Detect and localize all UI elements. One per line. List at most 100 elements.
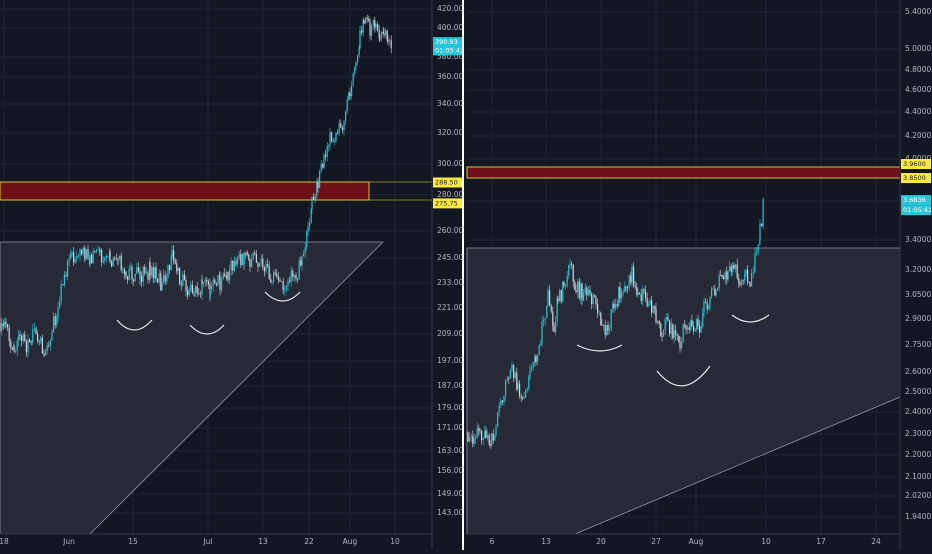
left-candle-body <box>268 265 270 279</box>
left-candle-body <box>248 254 250 260</box>
right-candle-body <box>489 444 491 446</box>
left-candle-body <box>70 254 72 259</box>
left-price-label: 288.50 <box>435 178 458 186</box>
right-candle-body <box>537 354 539 363</box>
right-resistance-zone <box>466 166 901 179</box>
right-candle-body <box>547 290 549 306</box>
left-y-tick-label: 171.00 <box>437 423 463 432</box>
right-price-label: 01:05:41 <box>903 206 932 214</box>
right-candle-body <box>505 380 507 396</box>
left-candle-body <box>387 40 389 42</box>
left-candle-body <box>109 251 111 262</box>
left-price-label-box <box>433 198 463 209</box>
left-candle-body <box>22 334 24 342</box>
right-candle-body <box>631 266 633 283</box>
left-candle-body <box>38 340 40 342</box>
right-y-tick-label: 2.5000 <box>905 387 931 396</box>
right-candle-body <box>756 251 758 254</box>
left-candle-body <box>152 267 154 279</box>
right-candle-body <box>742 279 744 281</box>
left-candle-body <box>212 279 214 287</box>
left-candle-body <box>238 254 240 259</box>
left-candle-body <box>199 293 201 295</box>
left-candle-body <box>60 284 62 301</box>
right-candle-body <box>640 294 642 302</box>
right-candle-body <box>514 372 516 379</box>
left-candle-body <box>99 249 101 253</box>
right-candle-body <box>509 369 511 379</box>
left-candle-body <box>263 267 265 272</box>
right-candle-body <box>600 312 602 325</box>
right-x-tick-label: 27 <box>651 537 661 546</box>
right-candle-body <box>550 305 552 312</box>
left-candle-body <box>335 132 337 142</box>
right-candle-body <box>472 436 474 444</box>
left-candle-body <box>209 289 211 299</box>
right-candle-body <box>575 289 577 292</box>
right-candle-body <box>726 271 728 280</box>
right-candle-body <box>528 376 530 389</box>
left-candle-body <box>157 278 159 283</box>
left-candle-body <box>147 272 149 280</box>
left-candle-body <box>201 279 203 284</box>
right-candle-body <box>678 335 680 342</box>
left-candle-body <box>145 272 147 274</box>
right-candle-body <box>652 306 654 313</box>
right-candle-body <box>494 436 496 441</box>
right-candle-body <box>580 283 582 299</box>
right-x-tick-label: 6 <box>490 537 495 546</box>
left-candle-body <box>133 279 135 282</box>
left-candle-body <box>284 289 286 291</box>
right-candle-body <box>475 436 477 439</box>
right-candle-body <box>757 244 759 252</box>
right-candle-body <box>639 292 641 295</box>
left-candle-body <box>35 328 37 334</box>
right-candle-body <box>622 291 624 293</box>
right-candle-body <box>717 288 719 291</box>
right-candle-body <box>569 263 571 265</box>
right-candle-body <box>706 302 708 310</box>
right-candle-body <box>541 321 543 344</box>
right-candle-body <box>637 292 639 296</box>
left-candle-body <box>49 340 51 346</box>
left-candle-body <box>89 254 91 265</box>
left-candle-body <box>325 154 327 157</box>
left-candle-body <box>185 280 187 292</box>
right-candle-body <box>598 312 600 314</box>
left-candle-body <box>366 17 368 19</box>
right-candle-body <box>748 282 750 283</box>
left-candle-body <box>13 345 15 352</box>
left-candle-body <box>57 307 59 318</box>
right-candle-body <box>712 288 714 290</box>
left-candle-body <box>30 342 32 343</box>
right-candle-body <box>733 265 735 269</box>
left-x-tick-label: 13 <box>258 537 268 546</box>
left-candle-body <box>195 286 197 294</box>
left-candle-body <box>237 258 239 264</box>
left-candle-body <box>251 259 253 268</box>
right-candle-body <box>663 329 665 337</box>
right-candle-body <box>556 298 558 322</box>
right-candle-body <box>586 287 588 296</box>
right-candle-body <box>495 426 497 437</box>
left-candle-body <box>137 267 139 272</box>
left-candle-body <box>295 274 297 279</box>
right-candle-body <box>553 325 555 333</box>
right-candle-body <box>610 309 612 330</box>
left-candle-body <box>87 249 89 258</box>
right-candle-body <box>685 325 687 330</box>
left-candle-body <box>54 316 56 325</box>
left-candle-body <box>193 293 195 297</box>
right-candle-body <box>487 435 489 438</box>
right-y-tick-label: 5.4000 <box>905 7 931 16</box>
right-candle-body <box>621 291 623 299</box>
left-candle-body <box>329 132 331 145</box>
left-candle-body <box>81 250 83 254</box>
left-candle-body <box>8 327 10 341</box>
right-candle-body <box>727 270 729 280</box>
left-candle-body <box>215 283 217 286</box>
left-candle-body <box>18 334 20 342</box>
left-candle-body <box>276 274 278 277</box>
